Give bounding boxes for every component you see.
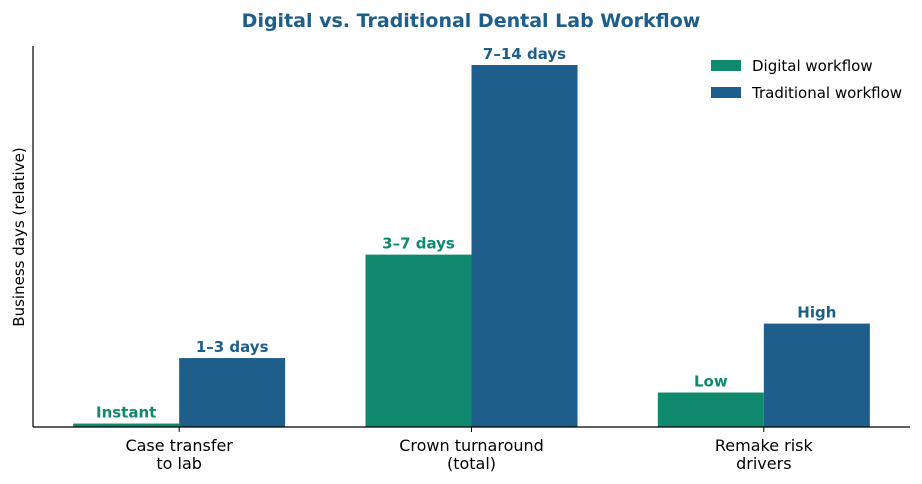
legend-label-digital: Digital workflow	[752, 57, 873, 75]
bar-digital-0	[73, 423, 180, 427]
bars-layer	[73, 65, 870, 427]
legend-label-traditional: Traditional workflow	[751, 84, 902, 102]
bar-traditional-2	[763, 323, 870, 427]
bar-digital-2	[657, 392, 764, 427]
x-tick-label-0: Case transfer to lab	[125, 436, 233, 473]
data-label-digital-1: 3–7 days	[382, 235, 455, 253]
data-label-traditional-0: 1–3 days	[196, 338, 269, 356]
x-tick-label-1: Crown turnaround (total)	[399, 436, 544, 473]
data-labels-layer: Instant 1–3 days 3–7 days 7–14 days Low High	[96, 45, 836, 422]
bar-traditional-0	[179, 358, 286, 427]
data-label-digital-0: Instant	[96, 404, 156, 422]
data-label-traditional-2: High	[797, 304, 836, 322]
data-label-traditional-1: 7–14 days	[483, 45, 566, 63]
legend: Digital workflow Traditional workflow	[711, 57, 902, 102]
data-label-digital-2: Low	[694, 373, 728, 391]
y-axis-label: Business days (relative)	[10, 147, 28, 326]
chart-title: Digital vs. Traditional Dental Lab Workf…	[242, 10, 701, 32]
bar-digital-1	[365, 254, 472, 427]
bar-traditional-1	[471, 65, 578, 427]
x-tick-label-2: Remake risk drivers	[715, 436, 814, 473]
legend-swatch-traditional	[711, 87, 741, 98]
legend-swatch-digital	[711, 60, 741, 71]
x-tick-labels-layer: Case transfer to lab Crown turnaround (tota…	[125, 427, 814, 473]
